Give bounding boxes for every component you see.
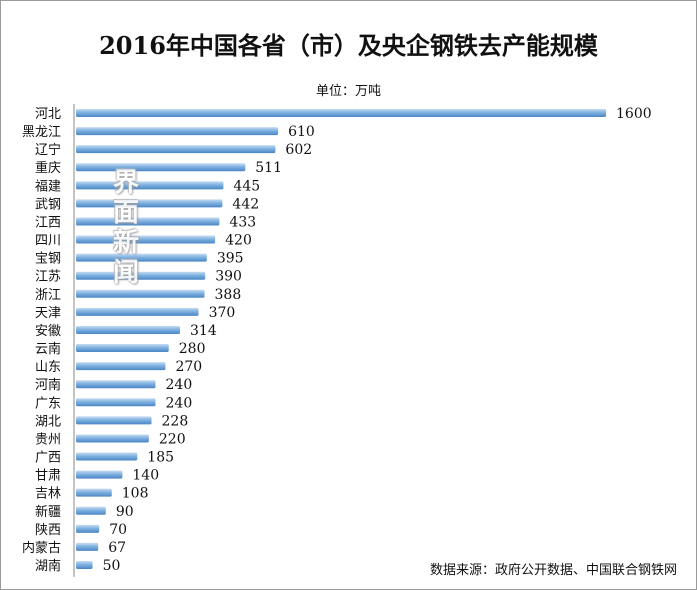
value-label: 445: [233, 178, 260, 194]
category-label: 浙江: [35, 288, 61, 303]
category-label: 黑龙江: [22, 125, 61, 140]
bar: [76, 488, 112, 497]
category-label: 安徽: [35, 324, 61, 339]
category-label: 四川: [35, 234, 61, 249]
bar: [76, 561, 93, 569]
value-label: 90: [116, 504, 134, 520]
value-label: 50: [103, 558, 121, 574]
category-label: 湖南: [35, 558, 61, 574]
bar: [76, 344, 169, 353]
category-label: 山东: [35, 360, 61, 375]
value-label: 140: [132, 468, 159, 484]
category-label: 内蒙古: [22, 540, 61, 556]
value-label: 1600: [616, 106, 652, 122]
bar: [76, 307, 199, 316]
category-label: 江西: [35, 215, 61, 230]
category-label: 广东: [35, 396, 61, 411]
bar: [76, 271, 206, 280]
value-label: 388: [215, 287, 242, 303]
category-label: 武钢: [35, 197, 61, 212]
category-label: 新疆: [35, 504, 61, 520]
bar: [76, 217, 220, 226]
category-label: 河南: [35, 377, 61, 393]
value-label: 228: [162, 413, 189, 429]
bar: [76, 127, 279, 136]
category-label: 贵州: [35, 432, 61, 447]
bar: [76, 253, 207, 262]
value-label: 314: [190, 323, 217, 339]
unit-label: 单位：万吨: [315, 84, 381, 99]
category-label: 辽宁: [35, 142, 61, 158]
bar: [76, 199, 223, 208]
bar: [76, 325, 181, 334]
value-label: 70: [109, 522, 127, 538]
bar: [76, 434, 149, 443]
value-label: 240: [166, 395, 193, 411]
value-label: 420: [225, 233, 252, 249]
bar: [76, 362, 166, 371]
value-label: 370: [209, 305, 236, 321]
category-label: 宝钢: [35, 252, 61, 267]
value-label: 108: [122, 486, 149, 502]
bar: [76, 380, 156, 389]
value-label: 67: [108, 540, 126, 556]
bar: [76, 542, 99, 551]
category-label: 云南: [35, 341, 61, 357]
bar: [76, 506, 106, 515]
category-label: 重庆: [35, 160, 61, 176]
category-label: 广西: [35, 451, 61, 466]
value-label: 240: [166, 377, 193, 393]
category-label: 福建: [35, 179, 61, 194]
bar: [76, 524, 100, 533]
value-label: 395: [217, 251, 244, 267]
category-label: 湖北: [35, 414, 61, 429]
category-label: 陕西: [35, 523, 61, 538]
value-label: 442: [232, 196, 259, 212]
bar: [76, 398, 156, 407]
bar: [76, 452, 138, 461]
bar: [76, 145, 276, 154]
category-label: 河北: [35, 107, 61, 122]
value-label: 280: [179, 341, 206, 357]
category-label: 甘肃: [35, 469, 61, 484]
bar: [76, 470, 123, 479]
value-label: 270: [175, 359, 202, 375]
chart-title: 2016年中国各省（市）及央企钢铁去产能规模: [99, 31, 598, 60]
bar: [76, 289, 205, 298]
value-label: 610: [288, 124, 315, 140]
value-label: 433: [229, 214, 256, 230]
bar: [76, 163, 246, 172]
bar: [76, 181, 224, 190]
value-label: 602: [285, 142, 312, 158]
data-source: 数据来源：政府公开数据、中国联合钢铁网: [429, 563, 677, 578]
value-label: 185: [147, 450, 174, 466]
category-label: 吉林: [35, 487, 61, 502]
bar: [76, 235, 216, 244]
value-label: 220: [159, 431, 186, 447]
category-label: 天津: [35, 306, 61, 321]
bar: [76, 416, 152, 425]
value-label: 511: [255, 160, 282, 176]
category-label: 江苏: [35, 269, 61, 285]
bar: [76, 109, 606, 117]
value-label: 390: [215, 269, 242, 285]
